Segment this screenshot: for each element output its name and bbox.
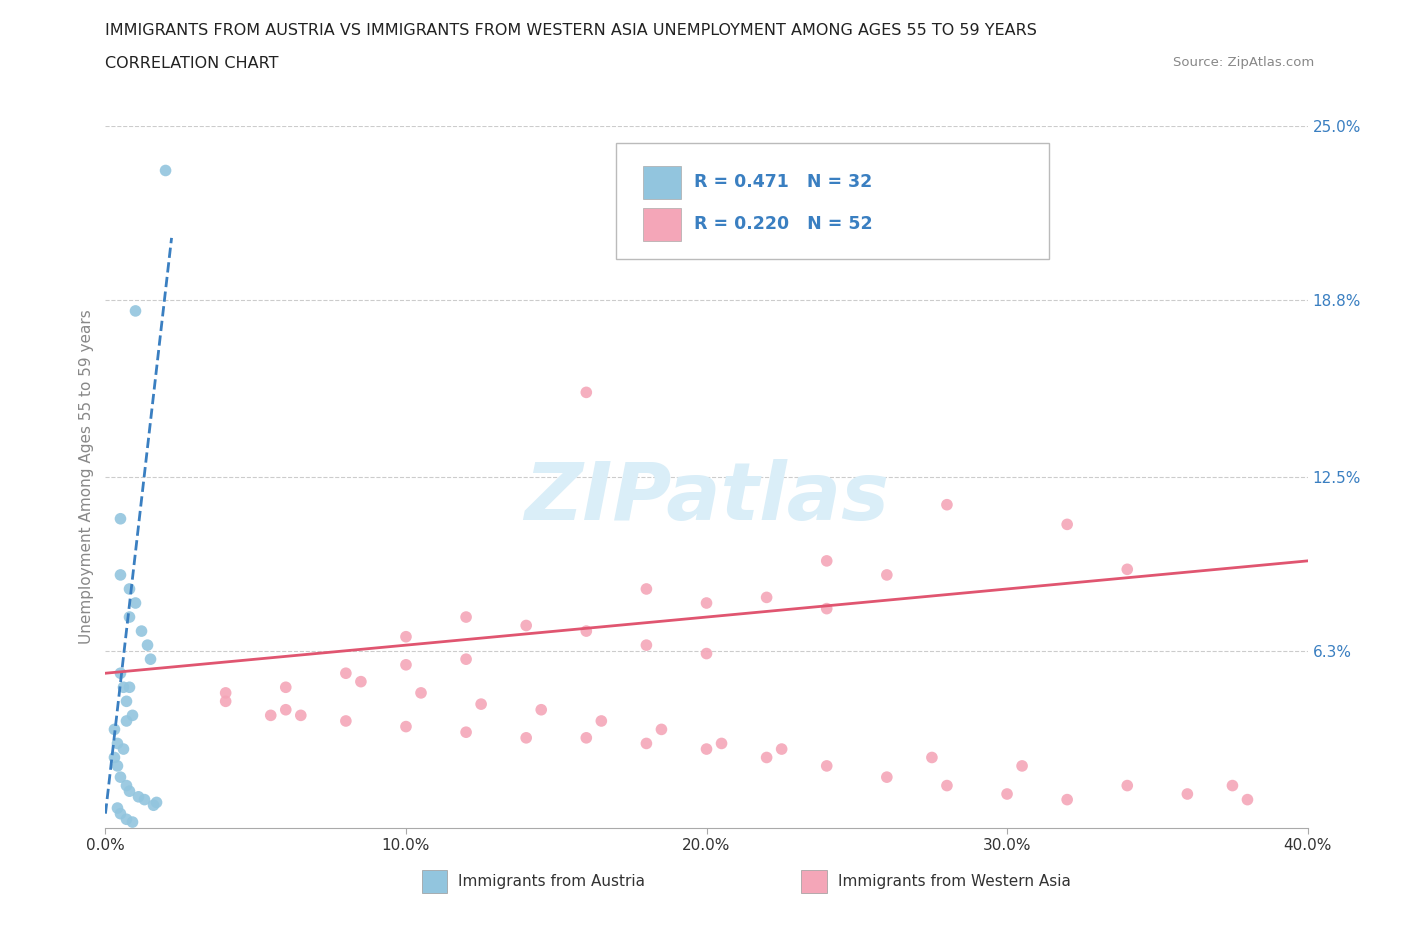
Text: CORRELATION CHART: CORRELATION CHART	[105, 56, 278, 71]
Point	[110, 567, 132, 582]
Point	[454, 652, 477, 667]
Point	[142, 798, 165, 813]
Point	[110, 806, 132, 821]
Point	[591, 713, 613, 728]
Point	[575, 624, 598, 639]
Text: Source: ZipAtlas.com: Source: ZipAtlas.com	[1174, 56, 1315, 69]
Point	[1175, 787, 1198, 802]
Point	[515, 730, 537, 745]
Text: IMMIGRANTS FROM AUSTRIA VS IMMIGRANTS FROM WESTERN ASIA UNEMPLOYMENT AMONG AGES : IMMIGRANTS FROM AUSTRIA VS IMMIGRANTS FR…	[105, 23, 1038, 38]
Point	[636, 581, 658, 596]
Point	[131, 624, 153, 639]
Text: R = 0.471   N = 32: R = 0.471 N = 32	[695, 173, 873, 191]
Point	[260, 708, 283, 723]
Point	[214, 694, 236, 709]
Point	[575, 385, 598, 400]
Text: ZIPatlas: ZIPatlas	[524, 458, 889, 537]
Point	[110, 512, 132, 526]
Point	[121, 815, 143, 830]
Point	[118, 610, 141, 625]
Point	[290, 708, 312, 723]
Point	[454, 610, 477, 625]
Point	[936, 778, 959, 793]
Point	[515, 618, 537, 633]
Point	[696, 595, 718, 610]
Point	[112, 741, 135, 756]
Point	[921, 750, 943, 764]
Point	[103, 722, 125, 737]
Point	[395, 719, 418, 734]
Point	[1116, 562, 1139, 577]
Point	[128, 790, 150, 804]
Point	[118, 581, 141, 596]
Point	[134, 792, 156, 807]
Point	[575, 730, 598, 745]
Point	[118, 784, 141, 799]
Point	[876, 567, 898, 582]
Point	[118, 680, 141, 695]
Bar	[643, 207, 682, 242]
Point	[770, 741, 793, 756]
Point	[274, 702, 297, 717]
Point	[115, 778, 138, 793]
Point	[1056, 792, 1078, 807]
Point	[454, 724, 477, 739]
Point	[815, 553, 838, 568]
Point	[936, 498, 959, 512]
Text: Immigrants from Austria: Immigrants from Austria	[458, 873, 645, 889]
Point	[274, 680, 297, 695]
Point	[530, 702, 553, 717]
Point	[755, 590, 778, 604]
Point	[115, 812, 138, 827]
Point	[124, 303, 146, 318]
Point	[636, 638, 658, 653]
Point	[335, 713, 357, 728]
Point	[1056, 517, 1078, 532]
Point	[1116, 778, 1139, 793]
Point	[650, 722, 672, 737]
Point	[103, 750, 125, 764]
Point	[636, 736, 658, 751]
Point	[710, 736, 733, 751]
Point	[815, 601, 838, 616]
Point	[110, 770, 132, 785]
Point	[136, 638, 159, 653]
Point	[696, 741, 718, 756]
Y-axis label: Unemployment Among Ages 55 to 59 years: Unemployment Among Ages 55 to 59 years	[79, 310, 94, 644]
Bar	[643, 166, 682, 199]
Point	[139, 652, 162, 667]
Point	[815, 759, 838, 774]
Point	[115, 694, 138, 709]
Point	[395, 658, 418, 672]
Point	[107, 801, 129, 816]
Point	[155, 163, 177, 178]
Point	[121, 708, 143, 723]
Point	[145, 795, 167, 810]
Point	[409, 685, 432, 700]
Point	[107, 759, 129, 774]
Point	[755, 750, 778, 764]
Point	[110, 666, 132, 681]
Point	[395, 630, 418, 644]
Point	[115, 713, 138, 728]
Text: Immigrants from Western Asia: Immigrants from Western Asia	[838, 873, 1071, 889]
Point	[876, 770, 898, 785]
Point	[1222, 778, 1244, 793]
Point	[995, 787, 1018, 802]
Point	[1236, 792, 1258, 807]
Point	[124, 595, 146, 610]
Point	[107, 736, 129, 751]
Point	[214, 685, 236, 700]
Point	[112, 680, 135, 695]
Point	[1011, 759, 1033, 774]
Text: R = 0.220   N = 52: R = 0.220 N = 52	[695, 215, 873, 232]
Point	[696, 646, 718, 661]
Point	[335, 666, 357, 681]
Point	[350, 674, 373, 689]
Point	[470, 697, 492, 711]
FancyBboxPatch shape	[616, 143, 1049, 259]
